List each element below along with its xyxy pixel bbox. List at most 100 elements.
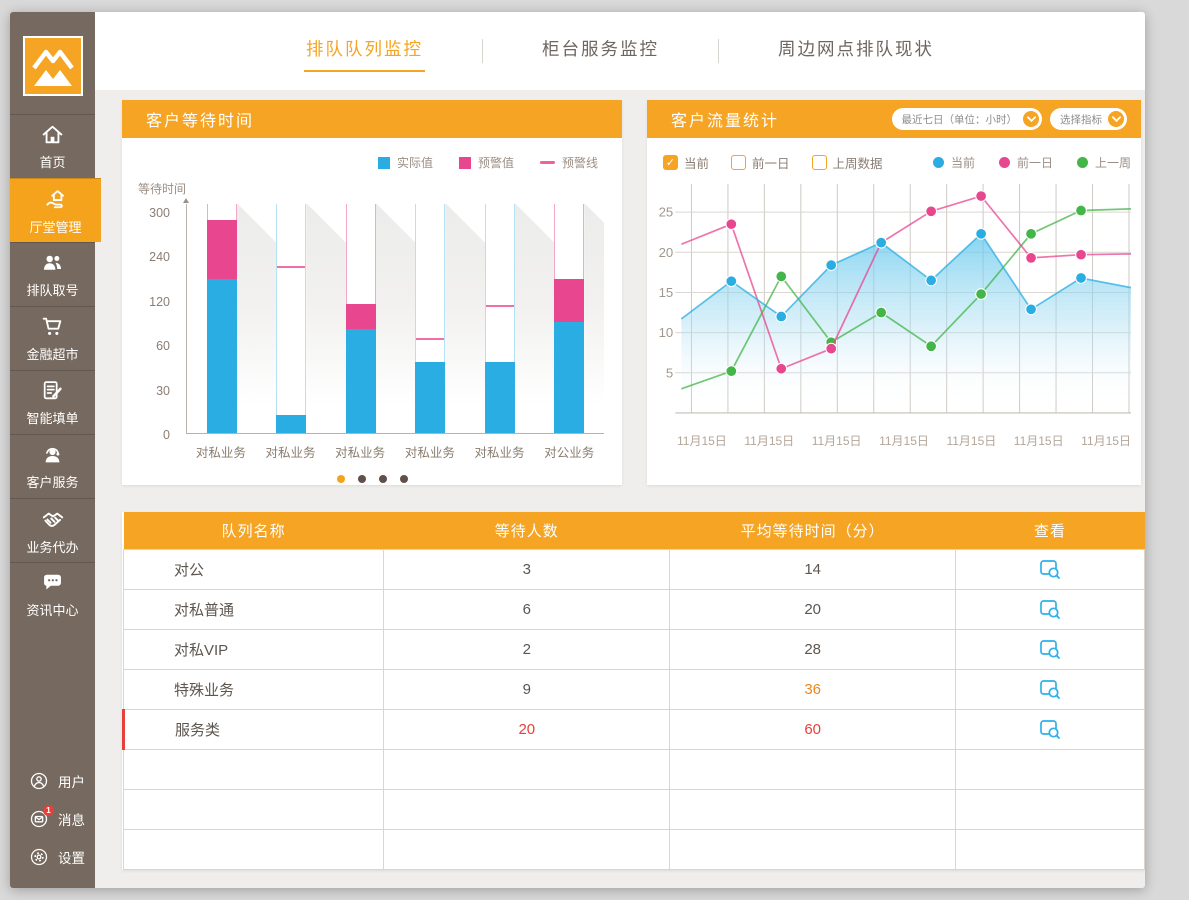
y-tick-label: 10	[659, 325, 674, 340]
tab-queue-monitor[interactable]: 排队队列监控	[304, 30, 425, 72]
bar-actual-value[interactable]	[554, 322, 585, 433]
bar-actual-value[interactable]	[415, 361, 446, 433]
data-point-当前[interactable]	[975, 227, 987, 240]
settings-label: 设置	[58, 851, 85, 866]
sidebar-item-smart-form[interactable]: 智能填单	[10, 370, 95, 434]
empty-cell	[122, 788, 385, 830]
data-point-上一周[interactable]	[925, 340, 938, 353]
legend-last-week: 上一周	[1076, 154, 1131, 171]
data-point-当前[interactable]	[925, 274, 938, 287]
sidebar-item-queue-ticket[interactable]: 排队取号	[10, 242, 95, 306]
x-tick-label: 11月15日	[946, 434, 997, 449]
data-point-上一周[interactable]	[775, 270, 788, 283]
user-label: 用户	[58, 775, 85, 790]
sidebar-item-home[interactable]: 首页	[10, 114, 95, 178]
checkbox-last-week[interactable]: 上周数据	[811, 153, 883, 172]
sidebar-item-hall-management[interactable]: 厅堂管理	[10, 178, 101, 242]
data-point-前一日[interactable]	[725, 218, 738, 231]
queue-table-column-header: 队列名称	[123, 512, 384, 549]
bar-category-label: 对公业务	[544, 446, 595, 460]
data-point-前一日[interactable]	[1075, 248, 1087, 261]
handshake-icon	[42, 512, 63, 527]
data-point-当前[interactable]	[725, 275, 738, 288]
x-tick-label: 11月15日	[744, 434, 795, 449]
data-point-上一周[interactable]	[725, 365, 738, 378]
user-button[interactable]: 用户	[10, 762, 95, 800]
tab-nearby-branches[interactable]: 周边网点排队现状	[778, 39, 934, 59]
series-line-当前	[680, 232, 1132, 320]
pagination-dot[interactable]	[378, 475, 387, 483]
bank-logo[interactable]	[22, 36, 83, 96]
bar-warning-segment[interactable]	[206, 219, 237, 280]
x-tick-label: 11月15日	[879, 434, 929, 449]
empty-table-row	[122, 748, 1145, 790]
sidebar-item-business-agency[interactable]: 业务代办	[10, 498, 95, 562]
sidebar-item-label: 业务代办	[26, 539, 79, 555]
flow-chart: 5 10 15 20 25	[647, 178, 1141, 430]
top-navigation: 排队队列监控 柜台服务监控 周边网点排队现状	[95, 12, 1145, 90]
data-point-上一周[interactable]	[975, 288, 987, 300]
data-point-前一日[interactable]	[925, 205, 938, 218]
shopping-cart-icon	[42, 317, 62, 335]
pagination-dot[interactable]	[399, 475, 408, 483]
data-point-上一周[interactable]	[875, 306, 888, 319]
bar-warning-segment[interactable]	[554, 279, 585, 322]
headset-agent-icon	[45, 447, 60, 463]
data-point-上一周[interactable]	[1025, 227, 1037, 240]
table-row: 对私普通 6 20	[122, 588, 1145, 630]
bar-actual-value[interactable]	[484, 361, 515, 433]
pagination-dot[interactable]	[357, 475, 366, 483]
view-details-button[interactable]	[1039, 678, 1061, 700]
data-point-当前[interactable]	[1025, 303, 1037, 316]
table-row: 对公 3 14	[122, 548, 1145, 590]
empty-cell	[669, 788, 957, 830]
sidebar-item-info-center[interactable]: 资讯中心	[10, 562, 95, 626]
people-icon	[43, 255, 62, 270]
empty-cell	[383, 788, 671, 830]
y-tick-label: 120	[149, 294, 170, 309]
messages-button[interactable]: 1 消息	[10, 800, 95, 838]
sidebar-item-customer-service[interactable]: 客户服务	[10, 434, 95, 498]
view-details-button[interactable]	[1039, 598, 1061, 620]
data-point-前一日[interactable]	[1025, 252, 1037, 264]
bar-shadow	[236, 204, 278, 433]
sidebar-item-label: 智能填单	[26, 411, 79, 426]
bar-actual-value[interactable]	[206, 279, 237, 433]
legend-current: 当前	[932, 154, 975, 171]
data-point-当前[interactable]	[875, 236, 888, 249]
bar-warning-segment[interactable]	[345, 303, 376, 330]
queue-table: 队列名称 等待人数 平均等待时间（分） 查看 对公 3 14 对私普通 6 20 对私VIP 2 28…	[121, 512, 1145, 870]
checkbox-prev-day-box[interactable]	[731, 155, 747, 170]
y-tick-label: 30	[156, 383, 170, 398]
checkbox-current-box[interactable]: ✓	[663, 155, 678, 170]
data-point-当前[interactable]	[1075, 272, 1087, 284]
data-point-当前[interactable]	[775, 310, 788, 323]
checkbox-prev-day[interactable]: 前一日	[731, 153, 790, 172]
view-details-button[interactable]	[1039, 718, 1061, 740]
pagination-dots	[122, 475, 622, 483]
data-point-上一周[interactable]	[1075, 204, 1087, 217]
view-cell	[955, 588, 1145, 630]
period-dropdown[interactable]: 最近七日（单位：小时）	[891, 108, 1042, 130]
metric-dropdown[interactable]: 选择指标	[1050, 108, 1127, 130]
checkbox-current[interactable]: ✓ 当前	[663, 153, 709, 172]
y-axis-arrow	[182, 198, 189, 203]
settings-button[interactable]: 设置	[10, 838, 95, 876]
gear-icon	[29, 847, 49, 867]
data-point-当前[interactable]	[825, 259, 838, 272]
view-cell	[955, 548, 1145, 590]
checkbox-last-week-box[interactable]	[811, 155, 827, 170]
view-details-button[interactable]	[1039, 558, 1061, 580]
message-icon: 1	[29, 805, 54, 829]
tab-counter-monitor[interactable]: 柜台服务监控	[542, 39, 659, 59]
sidebar-item-financial-market[interactable]: 金融超市	[10, 306, 95, 370]
view-details-button[interactable]	[1039, 638, 1061, 660]
legend-actual: 实际值	[377, 154, 433, 171]
bar-actual-value[interactable]	[345, 329, 376, 433]
data-point-前一日[interactable]	[975, 190, 987, 202]
wait-time-plot	[186, 204, 604, 434]
pagination-dot[interactable]	[336, 475, 345, 483]
bar-actual-value[interactable]	[276, 415, 307, 433]
data-point-前一日[interactable]	[825, 342, 838, 355]
data-point-前一日[interactable]	[775, 362, 788, 375]
